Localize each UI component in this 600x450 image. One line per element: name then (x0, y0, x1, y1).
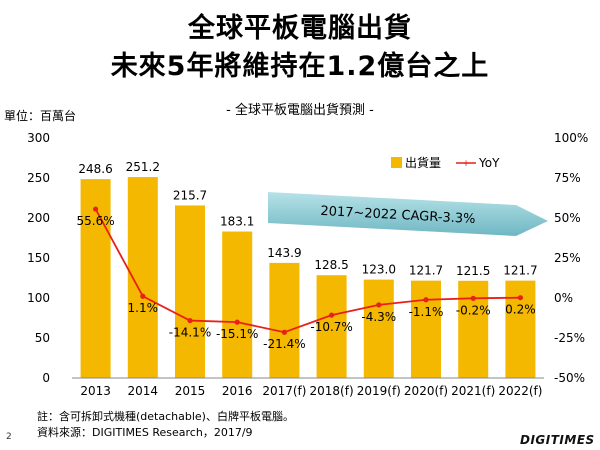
bar (269, 262, 300, 378)
legend-line-label: YoY (478, 156, 500, 170)
right-axis-tick-label: 100% (554, 131, 588, 145)
yoy-line (94, 208, 521, 334)
yoy-value-label: 0.2% (505, 303, 536, 317)
bar (411, 280, 441, 378)
right-axis-tick-label: -50% (554, 371, 585, 385)
bar-value-label: 248.6 (78, 162, 112, 176)
legend-bar-swatch (391, 157, 402, 168)
yoy-value-label: -15.1% (216, 327, 258, 341)
left-axis-tick-label: 50 (35, 331, 50, 345)
yoy-value-label: -1.1% (409, 305, 444, 319)
bar (80, 179, 111, 378)
yoy-value-label: -21.4% (263, 337, 305, 351)
bar (363, 279, 394, 378)
yoy-line-series (93, 206, 524, 335)
cagr-arrow: 2017~2022 CAGR-3.3% (268, 192, 548, 236)
legend: 出貨量 + YoY (391, 155, 500, 170)
x-axis-tick-label: 2020(f) (404, 384, 448, 398)
source-note: 資料來源：DIGITIMES Research，2017/9 (37, 426, 253, 439)
footnote: 註：含可拆卸式機種(detachable)、白牌平板電腦。 (37, 410, 294, 423)
x-axis-ticks: 2013 2014 2015 2016 2017(f) 2018(f) 2019(f) 202… (80, 384, 542, 398)
left-axis-tick-label: 150 (27, 251, 50, 265)
legend-line-marker: + (462, 159, 470, 169)
bar-value-label: 121.7 (409, 264, 443, 278)
yoy-point (234, 319, 240, 325)
bar-value-label: 143.9 (267, 246, 301, 260)
yoy-point (423, 297, 429, 303)
bar-value-label: 121.5 (456, 264, 490, 278)
yoy-point (470, 295, 476, 301)
x-axis-tick-label: 2015 (175, 384, 206, 398)
yoy-value-label: -4.3% (361, 310, 396, 324)
page-title-line1: 全球平板電腦出貨 (188, 13, 412, 44)
yoy-point (187, 317, 193, 324)
yoy-point (376, 302, 382, 308)
x-axis-tick-label: 2017(f) (262, 384, 306, 398)
bar-value-label: 215.7 (173, 188, 207, 202)
yoy-value-label: -10.7% (310, 320, 352, 334)
yoy-point (329, 312, 335, 318)
left-axis-tick-label: 300 (27, 131, 50, 145)
bar-value-labels: 248.6 251.2 215.7 183.1 143.9 128.5 123.0 121.7… (78, 160, 537, 278)
yoy-point (93, 206, 99, 212)
bar (316, 275, 347, 378)
x-axis-tick-label: 2016 (222, 384, 253, 398)
right-axis-ticks: -50% -25% 0% 25% 50% 75% 100% (554, 131, 588, 385)
right-axis-tick-label: 25% (554, 251, 581, 265)
cagr-arrow-shape (268, 192, 548, 236)
right-axis-tick-label: 75% (554, 171, 581, 185)
left-axis-tick-label: 0 (42, 371, 50, 385)
left-axis-tick-label: 100 (27, 291, 50, 305)
bar-value-label: 121.7 (503, 264, 537, 278)
yoy-value-label: 1.1% (128, 301, 159, 315)
yoy-point (517, 295, 524, 301)
yoy-point (140, 293, 146, 299)
yoy-point (281, 329, 287, 335)
bar (458, 280, 489, 378)
bar-value-label: 251.2 (126, 160, 160, 174)
yoy-value-labels: 55.6% 1.1% -14.1% -15.1% -21.4% -10.7% -4.3% -1… (77, 214, 536, 351)
x-axis-tick-label: 2019(f) (357, 384, 401, 398)
left-axis-tick-label: 200 (27, 211, 50, 225)
right-axis-tick-label: 50% (554, 211, 581, 225)
chart-title: - 全球平板電腦出貨預測 - (226, 102, 374, 118)
digitimes-logo: DIGITIMES (520, 433, 595, 447)
page-title-line2: 未來5年將維持在1.2億台之上 (110, 51, 490, 82)
x-axis-tick-label: 2013 (80, 384, 111, 398)
yoy-value-label: -0.2% (456, 303, 491, 317)
legend-bar-label: 出貨量 (405, 155, 441, 170)
yoy-value-label: -14.1% (169, 326, 211, 340)
bar-value-label: 128.5 (314, 258, 348, 272)
x-axis-tick-label: 2021(f) (451, 384, 495, 398)
bar-value-label: 123.0 (362, 263, 396, 277)
right-axis-tick-label: -25% (554, 331, 585, 345)
left-axis-ticks: 0 50 100 150 200 250 300 (27, 131, 50, 385)
x-axis-tick-label: 2018(f) (310, 384, 354, 398)
page-number: 2 (6, 432, 12, 442)
bar (175, 205, 205, 378)
right-axis-tick-label: 0% (554, 291, 573, 305)
x-axis-tick-label: 2022(f) (498, 384, 542, 398)
left-axis-tick-label: 250 (27, 171, 50, 185)
unit-label: 單位：百萬台 (4, 108, 76, 123)
bar-value-label: 183.1 (220, 215, 254, 229)
x-axis-tick-label: 2014 (128, 384, 159, 398)
bar (222, 231, 253, 378)
yoy-value-label: 55.6% (77, 214, 115, 228)
